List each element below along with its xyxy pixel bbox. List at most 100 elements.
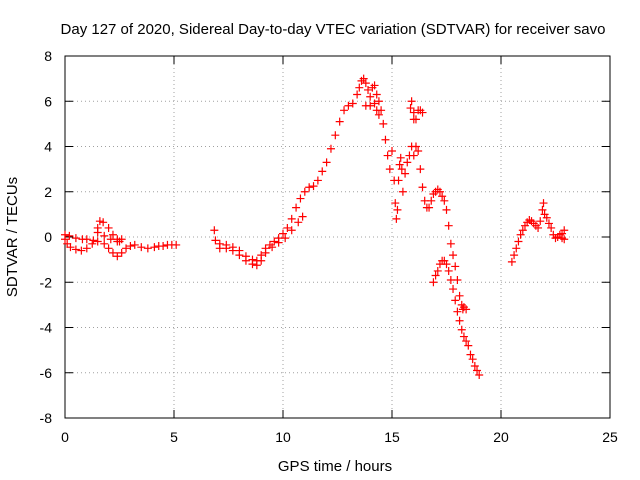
data-point: [257, 256, 266, 265]
data-point: [391, 199, 400, 208]
data-point: [326, 144, 335, 153]
x-tick-label: 25: [602, 429, 618, 445]
data-point: [366, 92, 375, 101]
data-point: [418, 183, 427, 192]
data-point: [270, 237, 279, 246]
data-point: [61, 230, 69, 239]
data-point: [372, 90, 381, 99]
data-point: [370, 99, 379, 108]
x-tick-label: 5: [170, 429, 178, 445]
data-point: [442, 260, 451, 269]
data-point: [241, 256, 250, 265]
data-point: [298, 212, 307, 221]
data-point: [466, 350, 475, 359]
data-point: [235, 251, 244, 260]
y-tick-label: -4: [40, 320, 53, 336]
y-tick-label: -8: [40, 410, 53, 426]
data-point: [361, 79, 370, 88]
data-point: [544, 219, 553, 228]
data-point: [446, 275, 455, 284]
data-point: [442, 205, 451, 214]
y-tick-label: 2: [44, 184, 52, 200]
data-point: [409, 108, 418, 117]
data-point: [309, 182, 318, 191]
data-point: [453, 307, 462, 316]
data-point: [283, 223, 292, 232]
data-point: [411, 115, 420, 124]
data-point: [396, 153, 405, 162]
data-point: [104, 244, 113, 253]
data-point: [395, 160, 404, 169]
data-point: [510, 251, 519, 260]
data-point: [143, 244, 152, 253]
axis-ticks: [64, 55, 611, 419]
data-point: [427, 196, 436, 205]
x-tick-label: 15: [384, 429, 400, 445]
data-point: [398, 187, 407, 196]
data-point: [268, 243, 277, 252]
data-point: [455, 316, 464, 325]
data-point: [385, 165, 394, 174]
data-point: [534, 223, 543, 232]
data-point: [462, 337, 471, 346]
data-point: [130, 240, 139, 249]
data-point: [518, 226, 527, 235]
data-point: [473, 366, 482, 375]
y-tick-label: 8: [44, 48, 52, 64]
data-point: [475, 371, 484, 380]
data-point: [464, 341, 473, 350]
data-point: [63, 239, 72, 248]
data-point: [416, 165, 425, 174]
data-point: [104, 223, 113, 232]
data-point: [558, 234, 567, 243]
data-point: [359, 74, 368, 83]
data-point: [113, 252, 122, 261]
data-point: [248, 260, 257, 269]
data-point: [538, 205, 547, 214]
data-point: [95, 217, 104, 226]
data-point: [433, 266, 442, 275]
data-point: [296, 194, 305, 203]
x-tick-label: 20: [493, 429, 509, 445]
data-point: [374, 97, 383, 106]
data-point: [383, 151, 392, 160]
x-tick-labels: 0 5 10 15 20 25: [61, 429, 618, 445]
data-point: [353, 90, 362, 99]
data-point: [279, 229, 287, 238]
data-point: [93, 237, 102, 246]
data-point: [281, 234, 290, 243]
data-point: [429, 278, 438, 287]
data-point: [108, 248, 117, 257]
data-point: [344, 101, 353, 110]
data-point: [431, 271, 440, 280]
data-point: [401, 169, 410, 178]
data-point: [292, 203, 301, 212]
data-point: [440, 196, 449, 205]
data-point: [137, 243, 146, 252]
data-point: [449, 285, 458, 294]
data-point: [300, 187, 309, 196]
data-point: [444, 266, 453, 275]
data-point: [150, 243, 159, 252]
data-point: [71, 234, 80, 243]
data-point: [381, 135, 390, 144]
data-points: [61, 74, 569, 380]
y-tick-label: 4: [44, 139, 52, 155]
data-point: [459, 332, 468, 341]
data-point: [122, 244, 131, 253]
data-point: [322, 158, 331, 167]
data-point: [287, 226, 296, 235]
y-tick-labels: -8 -6 -4 -2 0 2 4 6 8: [40, 48, 53, 426]
data-point: [444, 221, 453, 230]
data-point: [457, 325, 466, 334]
data-point: [88, 239, 97, 248]
data-point: [470, 361, 479, 370]
data-point: [455, 291, 464, 300]
data-point: [392, 214, 401, 223]
data-point: [435, 187, 444, 196]
data-point: [451, 296, 460, 305]
data-point: [438, 192, 447, 201]
data-point: [418, 108, 427, 117]
data-point: [536, 217, 545, 226]
data-point: [318, 167, 327, 176]
